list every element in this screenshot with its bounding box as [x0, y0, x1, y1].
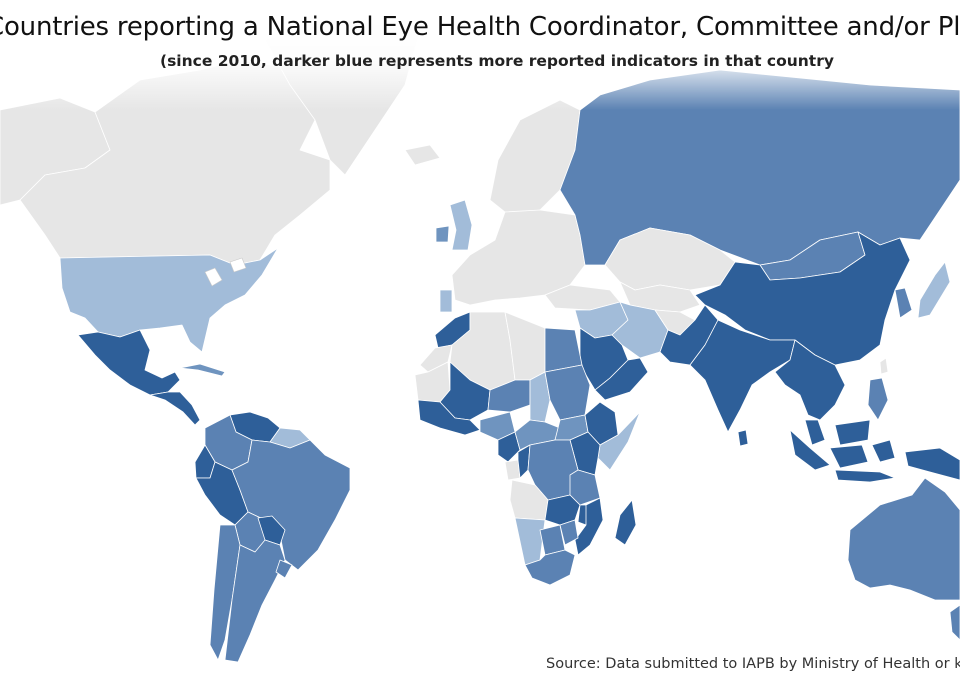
region-cuba[interactable]	[179, 363, 226, 377]
region-russia[interactable]	[559, 69, 960, 266]
region-indonesia[interactable]	[789, 429, 896, 483]
region-western-sahara[interactable]	[419, 344, 453, 373]
region-central-america[interactable]	[149, 391, 201, 426]
region-mozambique[interactable]	[574, 497, 604, 556]
region-portugal[interactable]	[439, 289, 453, 313]
region-korea[interactable]	[894, 287, 913, 319]
region-brazil[interactable]	[231, 439, 351, 571]
region-australia[interactable]	[847, 477, 960, 601]
region-south-africa[interactable]	[524, 549, 576, 586]
region-united-kingdom[interactable]	[449, 199, 473, 251]
region-iceland[interactable]	[404, 144, 441, 166]
region-india[interactable]	[689, 319, 796, 433]
region-argentina[interactable]	[224, 539, 286, 663]
region-congo[interactable]	[517, 444, 531, 479]
map-subtitle: (since 2010, darker blue represents more…	[160, 52, 834, 70]
region-ireland[interactable]	[435, 225, 450, 243]
region-china[interactable]	[694, 231, 911, 366]
region-sudan[interactable]	[544, 364, 591, 421]
region-chile[interactable]	[209, 524, 241, 661]
region-japan[interactable]	[917, 261, 951, 319]
region-cameroon[interactable]	[497, 431, 521, 463]
region-iran[interactable]	[611, 301, 669, 359]
region-madagascar[interactable]	[614, 499, 637, 546]
map-title: Countries reporting a National Eye Healt…	[0, 12, 960, 42]
great-lakes	[204, 257, 247, 287]
region-philippines[interactable]	[867, 377, 889, 421]
region-sri-lanka[interactable]	[737, 429, 749, 447]
region-zimbabwe[interactable]	[559, 519, 579, 546]
region-united-states[interactable]	[59, 247, 279, 353]
region-mexico[interactable]	[77, 329, 181, 396]
region-gabon[interactable]	[504, 459, 521, 481]
region-egypt[interactable]	[544, 327, 583, 373]
region-paraguay[interactable]	[257, 515, 286, 546]
region-uruguay[interactable]	[275, 559, 293, 579]
source-note: Source: Data submitted to IAPB by Minist…	[546, 656, 960, 672]
region-taiwan[interactable]	[879, 357, 889, 375]
region-malaysia[interactable]	[804, 419, 871, 446]
region-new-zealand[interactable]	[949, 604, 960, 641]
region-southeast-asia[interactable]	[774, 339, 846, 421]
region-yemen-oman[interactable]	[594, 357, 649, 401]
region-namibia[interactable]	[514, 517, 546, 566]
region-papua[interactable]	[904, 447, 960, 481]
